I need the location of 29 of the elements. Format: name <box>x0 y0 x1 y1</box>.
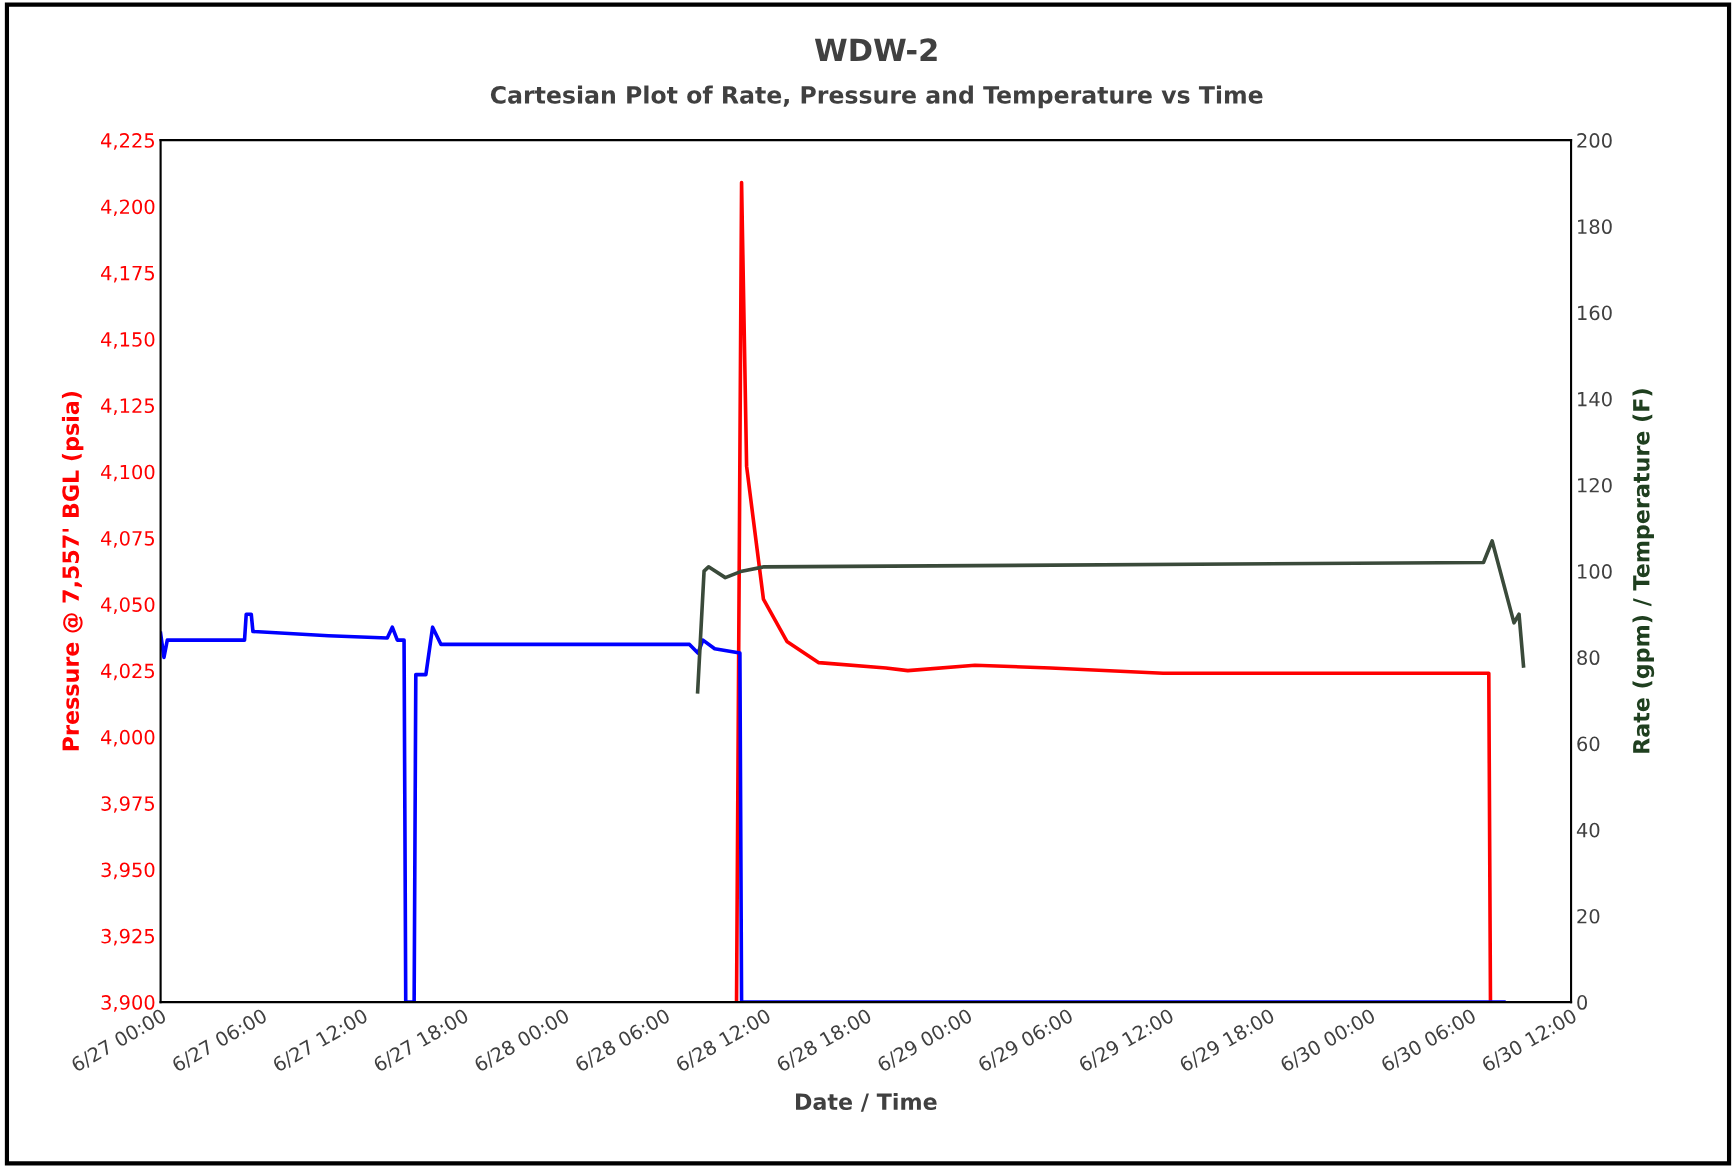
y-tick-label: 4,100 <box>101 464 155 482</box>
y2-tick-label: 120 <box>1578 477 1612 493</box>
y2-tick-label: 40 <box>1576 822 1600 838</box>
y-tick-label: 4,150 <box>101 332 155 349</box>
y-tick-label: 4,025 <box>101 663 155 681</box>
y2-tick-label: 0 <box>1577 995 1588 1010</box>
y-tick-label: 4,075 <box>101 530 155 548</box>
y-tick-label: 3,925 <box>101 928 155 946</box>
y2-tick-label: 20 <box>1577 908 1600 924</box>
y2-tick-label: 80 <box>1577 650 1600 666</box>
chart-title: WDW-2 <box>814 38 937 61</box>
x-axis-title: Date / Time <box>796 1092 937 1112</box>
y-tick-label: 4,225 <box>101 133 155 150</box>
y-tick-label: 4,050 <box>101 597 155 614</box>
y2-tick-label: 200 <box>1577 133 1612 148</box>
y-tick-label: 4,000 <box>101 729 155 747</box>
y2-tick-label: 100 <box>1578 564 1612 579</box>
y2-tick-label: 140 <box>1578 391 1612 407</box>
y2-tick-label: 60 <box>1577 736 1600 752</box>
y-tick-label: 4,200 <box>101 199 155 217</box>
y-axis-title: Pressure @ 7,557' BGL (psia) <box>61 391 84 751</box>
y2-tick-label: 160 <box>1578 305 1612 321</box>
y-tick-label: 4,175 <box>101 265 155 283</box>
chart-subtitle: Cartesian Plot of Rate, Pressure and Temperature vs Time <box>490 85 1263 109</box>
y-tick-label: 3,950 <box>101 862 155 880</box>
y-tick-label: 4,125 <box>101 398 155 416</box>
y2-axis-title: Rate (gpm) / Temperature (F) <box>1632 389 1655 753</box>
y2-tick-label: 180 <box>1578 219 1612 235</box>
y-tick-label: 3,975 <box>101 796 155 813</box>
